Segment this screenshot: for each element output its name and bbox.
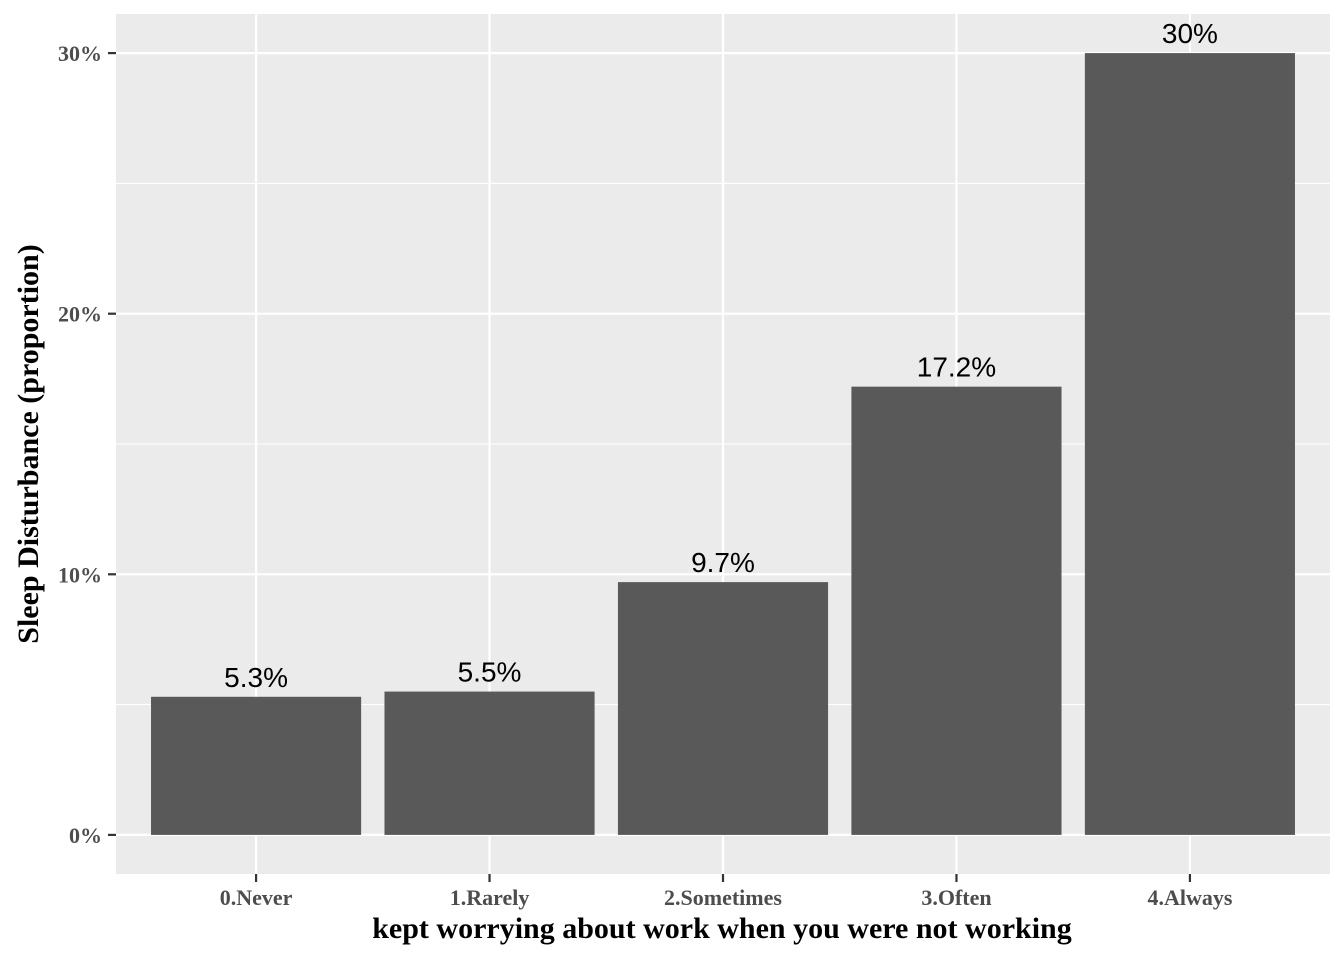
bar <box>384 691 595 835</box>
y-axis: 0% 10% 20% 30% <box>58 41 116 848</box>
x-tick-label: 2.Sometimes <box>664 885 782 910</box>
y-tick-label: 10% <box>58 562 102 587</box>
data-label: 5.5% <box>458 657 522 688</box>
data-label: 30% <box>1162 18 1218 49</box>
data-label: 5.3% <box>224 662 288 693</box>
bar <box>151 696 362 835</box>
y-tick-label: 30% <box>58 41 102 66</box>
bar <box>1084 53 1295 835</box>
y-axis-title: Sleep Disturbance (proportion) <box>12 244 45 643</box>
x-tick-label: 0.Never <box>220 885 293 910</box>
y-tick-label: 0% <box>69 823 102 848</box>
bar <box>851 386 1062 835</box>
bars <box>151 53 1295 835</box>
data-label: 17.2% <box>917 352 996 383</box>
x-tick-label: 1.Rarely <box>450 885 530 910</box>
x-axis-title: kept worrying about work when you were n… <box>372 912 1071 945</box>
data-labels: 5.3% 5.5% 9.7% 17.2% 30% <box>224 18 1218 693</box>
x-axis: 0.Never 1.Rarely 2.Sometimes 3.Often 4.Alway… <box>220 874 1233 910</box>
y-tick-label: 20% <box>58 302 102 327</box>
x-tick-label: 4.Always <box>1147 885 1232 910</box>
bar <box>617 582 829 835</box>
data-label: 9.7% <box>691 547 755 578</box>
x-tick-label: 3.Often <box>921 885 991 910</box>
